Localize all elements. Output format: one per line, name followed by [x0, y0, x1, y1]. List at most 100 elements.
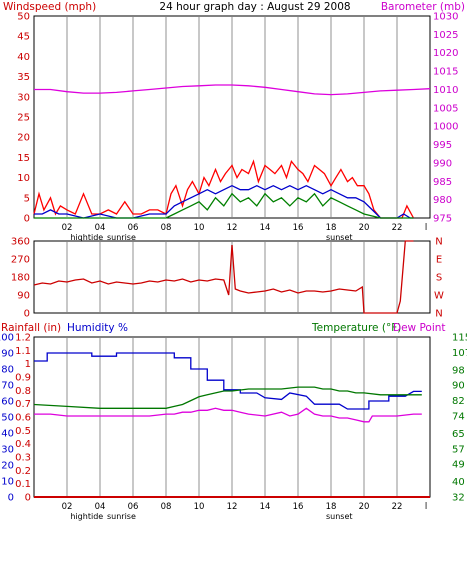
- temperature-tick-label: 57: [452, 444, 465, 455]
- barometer-tick-label: 1010: [433, 85, 458, 96]
- rainfall-tick-label: 0.1: [15, 479, 31, 490]
- windspeed-tick-label: 20: [17, 133, 30, 144]
- barometer-tick-label: 985: [433, 177, 452, 188]
- humidity-tick-label: 10: [1, 477, 14, 488]
- temperature-tick-label: 98: [452, 365, 465, 376]
- temperature-axis-title: Temperature (°F): [311, 322, 401, 334]
- x-tick-label: 16: [293, 223, 304, 233]
- x-end-marker: l: [425, 502, 427, 512]
- humidity-line: [34, 352, 422, 410]
- wind-grid: [66, 17, 398, 217]
- rainfall-tick-label: 1.2: [15, 333, 31, 344]
- temperature-tick-label: 90: [452, 381, 465, 392]
- x-tick-label: 12: [227, 223, 238, 233]
- x-axis-labels: 02 04 06 08 10 12 14 16 18 20 22 l hightide sunrise su…: [62, 223, 428, 521]
- windspeed-axis-title: Windspeed (mph): [3, 1, 96, 13]
- x-tick-label: 18: [326, 502, 337, 512]
- temperature-tick-label: 49: [452, 460, 465, 471]
- humidity-tick-label: 20: [1, 461, 14, 472]
- rainfall-tick-label: 0.3: [15, 453, 31, 464]
- x-tick-label: 18: [326, 223, 337, 233]
- humidity-tick-label: 70: [1, 381, 14, 392]
- x-tick-label: 14: [260, 223, 271, 233]
- direction-tick-label: 270: [11, 255, 30, 266]
- rainfall-tick-label: 0.6: [15, 413, 31, 424]
- temperature-tick-label: 40: [452, 477, 465, 488]
- humidity-tick-label: 90: [1, 349, 14, 360]
- wind-avg-line: [34, 184, 414, 219]
- sunrise-label: sunrise: [107, 233, 136, 242]
- compass-label: E: [436, 255, 442, 266]
- x-end-marker: l: [425, 223, 427, 233]
- barometer-axis-title: Barometer (mb): [381, 1, 465, 13]
- windspeed-tick-label: 50: [17, 12, 30, 23]
- rainfall-tick-label: 0.8: [15, 386, 31, 397]
- temperature-tick-label: 65: [452, 429, 465, 440]
- hightide-label: hightide: [70, 512, 103, 521]
- barometer-tick-label: 1025: [433, 30, 458, 41]
- direction-line: [33, 240, 414, 314]
- temperature-tick-label: 107: [452, 348, 467, 359]
- x-tick-label: 04: [95, 223, 106, 233]
- x-tick-label: 02: [62, 502, 73, 512]
- barometer-tick-label: 990: [433, 158, 452, 169]
- x-tick-label: 08: [161, 502, 172, 512]
- direction-tick-label: 360: [11, 237, 30, 248]
- humidity-tick-label: 80: [1, 365, 14, 376]
- direction-series: [33, 240, 414, 314]
- x-tick-label: 20: [359, 223, 370, 233]
- humidity-tick-label: 30: [1, 445, 14, 456]
- x-tick-label: 02: [62, 223, 73, 233]
- temperature-tick-label: 32: [452, 493, 465, 504]
- x-tick-label: 10: [194, 223, 205, 233]
- rainfall-tick-label: 0.2: [15, 466, 31, 477]
- x-tick-label: 06: [128, 223, 139, 233]
- wind-series: [33, 84, 431, 219]
- temp-series: [33, 352, 430, 498]
- rainfall-tick-label: 0.7: [15, 399, 31, 410]
- humidity-axis-title: Humidity %: [67, 322, 128, 334]
- humidity-tick-label: 60: [1, 397, 14, 408]
- dewpoint-line: [34, 407, 422, 423]
- temperature-tick-label: 82: [452, 396, 465, 407]
- compass-label: N: [435, 237, 442, 248]
- windspeed-tick-label: 10: [17, 173, 30, 184]
- barometer-tick-label: 980: [433, 195, 452, 206]
- temp-grid: [66, 338, 398, 496]
- x-tick-label: 12: [227, 502, 238, 512]
- windspeed-tick-label: 45: [17, 32, 30, 43]
- wind-tick-labels: 0510152025303540455097598098599099510001…: [17, 12, 458, 225]
- humidity-tick-label: 100: [0, 333, 14, 344]
- barometer-tick-label: 1020: [433, 48, 458, 59]
- windspeed-tick-label: 15: [17, 153, 30, 164]
- sunrise-label: sunrise: [107, 512, 136, 521]
- x-tick-label: 22: [392, 502, 403, 512]
- barometer-tick-label: 975: [433, 214, 452, 225]
- wind-max-line: [33, 159, 415, 219]
- humidity-tick-label: 40: [1, 429, 14, 440]
- windspeed-tick-label: 0: [24, 214, 30, 225]
- x-tick-label: 06: [128, 502, 139, 512]
- dewpoint-axis-title: Dew Point: [393, 322, 446, 334]
- barometer-tick-label: 1000: [433, 122, 458, 133]
- rainfall-axis-title: Rainfall (in): [1, 322, 61, 334]
- barometer-line: [34, 84, 431, 96]
- hightide-label: hightide: [70, 233, 103, 242]
- compass-label: W: [434, 291, 444, 302]
- windspeed-tick-label: 5: [24, 193, 30, 204]
- rainfall-tick-label: 1: [25, 359, 31, 370]
- x-tick-label: 10: [194, 502, 205, 512]
- temperature-line: [33, 386, 422, 409]
- x-tick-label: 04: [95, 502, 106, 512]
- humidity-tick-label: 50: [1, 413, 14, 424]
- barometer-tick-label: 1030: [433, 12, 458, 23]
- rainfall-tick-label: 0.9: [15, 373, 31, 384]
- x-tick-label: 16: [293, 502, 304, 512]
- x-tick-label: 08: [161, 223, 172, 233]
- x-tick-label: 14: [260, 502, 271, 512]
- x-tick-label: 20: [359, 502, 370, 512]
- direction-tick-label: 180: [11, 273, 30, 284]
- rainfall-tick-label: 0.4: [15, 439, 31, 450]
